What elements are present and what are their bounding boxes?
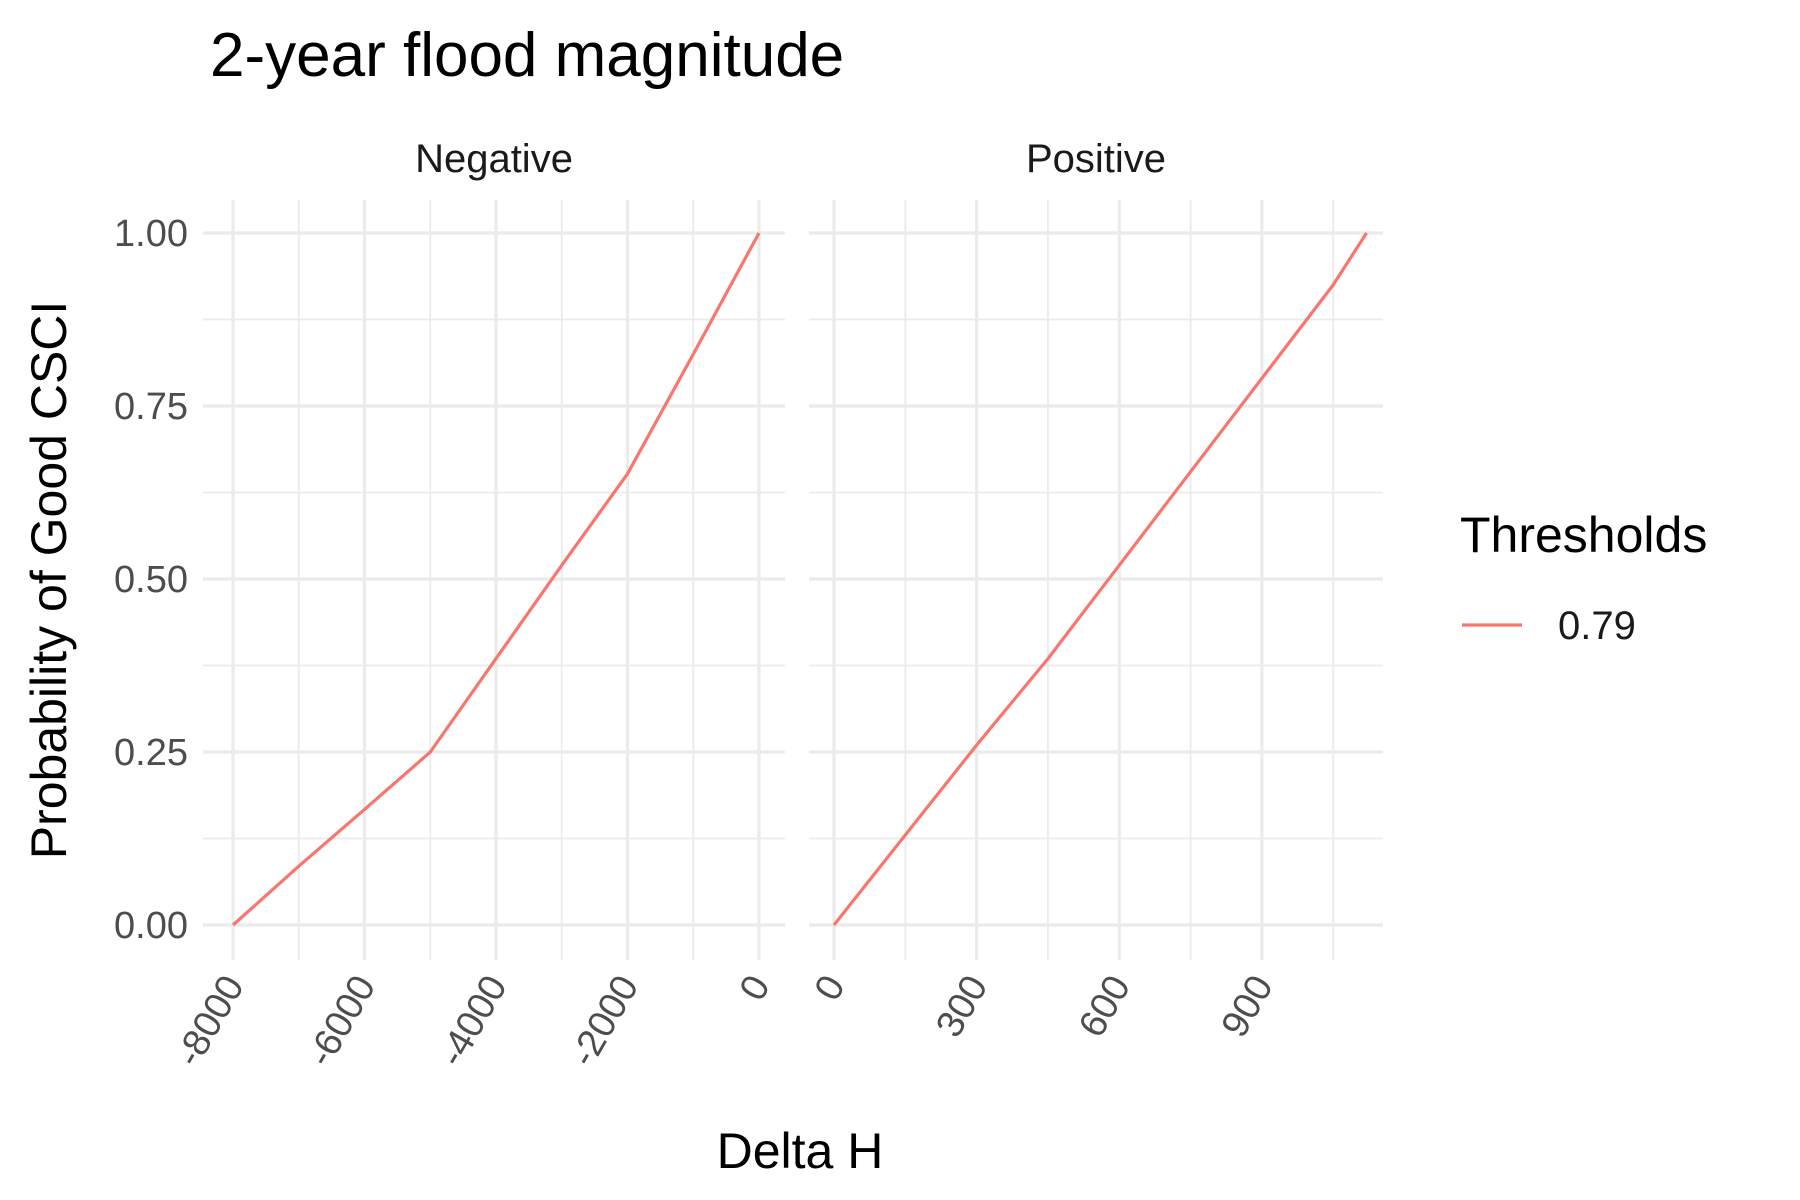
- y-axis-title: Probability of Good CSCI: [21, 301, 77, 860]
- facet-panel-negative: Negative -8000 -6000 -4000 -2000 0: [168, 137, 785, 1074]
- y-tick-label: 0.75: [114, 386, 188, 428]
- y-tick-label: 1.00: [114, 213, 188, 255]
- x-tick-label: 300: [928, 969, 996, 1045]
- y-tick-label: 0.50: [114, 559, 188, 601]
- y-tick-label: 0.00: [114, 905, 188, 947]
- x-axis-title: Delta H: [717, 1123, 884, 1179]
- x-tick-label: 0: [807, 969, 854, 1008]
- x-tick-label: -8000: [168, 969, 253, 1074]
- legend-item-label: 0.79: [1558, 604, 1636, 648]
- facet-strip-label: Positive: [1026, 137, 1166, 181]
- series-line-0.79: [231, 232, 761, 927]
- y-tick-label: 0.25: [114, 732, 188, 774]
- chart-title: 2-year flood magnitude: [210, 21, 844, 90]
- x-tick-label: -6000: [299, 969, 384, 1074]
- x-tick-label: 900: [1214, 969, 1282, 1045]
- facet-panel-positive: Positive 0 300 600 900: [807, 137, 1383, 1044]
- legend: Thresholds 0.79: [1460, 507, 1707, 648]
- x-tick-label: -2000: [562, 969, 647, 1074]
- series-line-0.79: [832, 232, 1368, 926]
- x-tick-label: 0: [732, 969, 779, 1008]
- facet-strip-label: Negative: [415, 137, 573, 181]
- legend-title: Thresholds: [1460, 507, 1707, 563]
- x-tick-label: -4000: [431, 969, 516, 1074]
- facet-panels: Negative -8000 -6000 -4000 -2000 0 Positive 0 30…: [114, 137, 1383, 1074]
- x-tick-label: 600: [1071, 969, 1139, 1045]
